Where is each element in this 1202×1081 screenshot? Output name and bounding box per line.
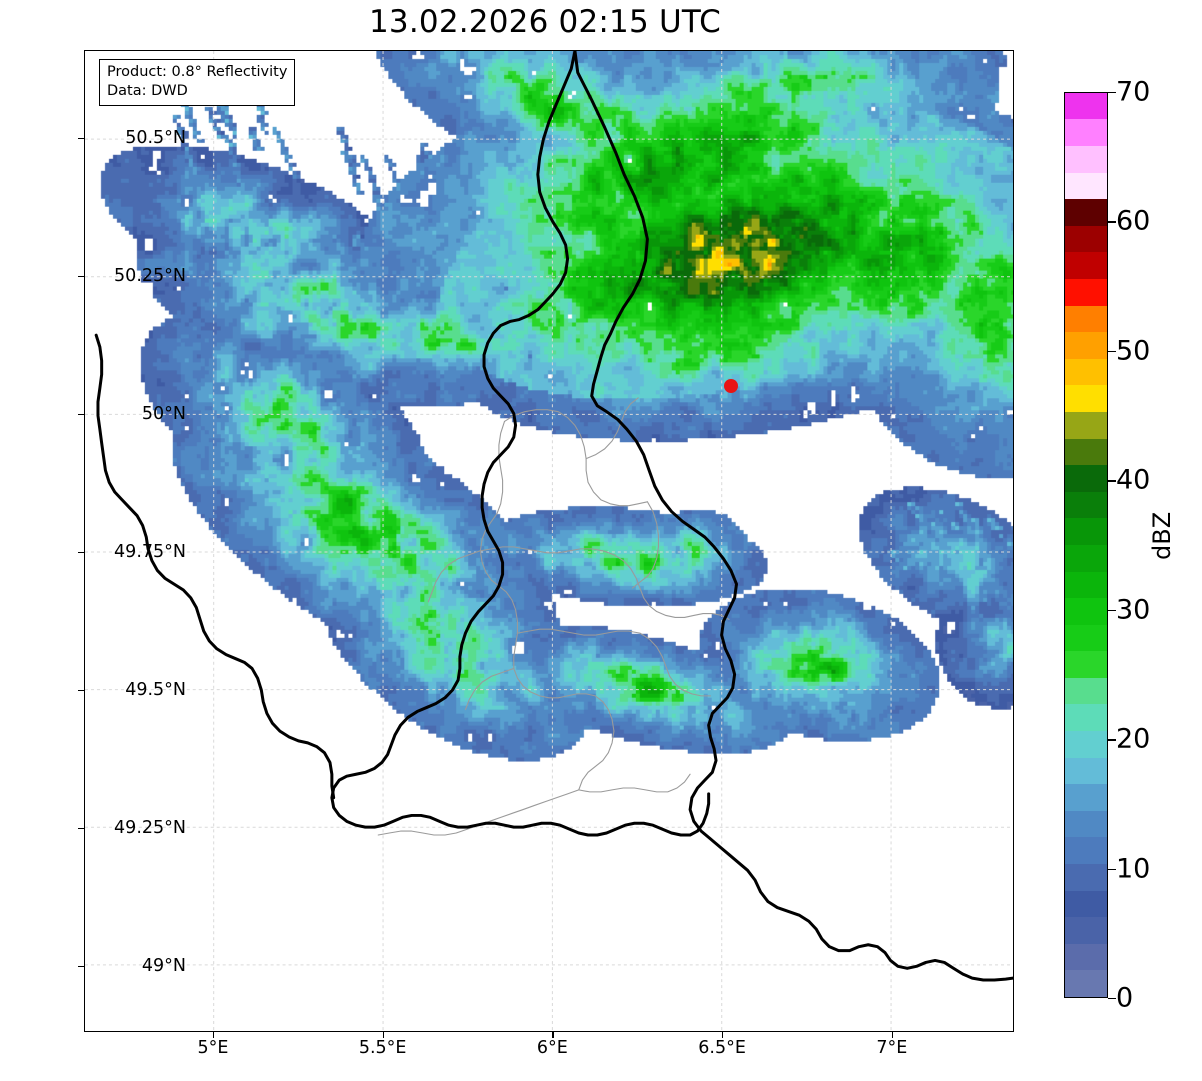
x-tick-mark-4 xyxy=(891,1032,893,1038)
y-tick-label-2: 49.5°N xyxy=(125,679,186,700)
colorbar-band-29 xyxy=(1065,199,1107,226)
product-annotation-box: Product: 0.8° Reflectivity Data: DWD xyxy=(99,59,296,107)
x-tick-mark-0 xyxy=(212,1032,215,1038)
colorbar-band-1 xyxy=(1065,943,1107,971)
y-tick-mark-4 xyxy=(78,414,84,416)
colorbar-tick-mark-60 xyxy=(1108,221,1116,223)
colorbar-band-10 xyxy=(1065,704,1107,732)
colorbar-band-26 xyxy=(1065,278,1107,306)
colorbar-band-0 xyxy=(1065,970,1107,997)
colorbar-gradient xyxy=(1064,92,1108,998)
colorbar-band-12 xyxy=(1065,651,1107,678)
colorbar-band-33 xyxy=(1065,92,1107,120)
colorbar-band-23 xyxy=(1065,358,1107,386)
colorbar-band-30 xyxy=(1065,172,1107,200)
colorbar-band-18 xyxy=(1065,491,1107,519)
internal-border-3 xyxy=(516,628,712,697)
colorbar-tick-mark-50 xyxy=(1108,350,1116,353)
colorbar-band-22 xyxy=(1065,385,1107,412)
x-tick-label-4: 7°E xyxy=(876,1038,908,1058)
internal-border-1 xyxy=(479,420,615,791)
geography-borders xyxy=(94,51,1013,982)
y-tick-label-3: 49.75°N xyxy=(114,542,186,563)
graticule-grid xyxy=(85,51,1013,1031)
colorbar-tick-10: 10 xyxy=(1116,853,1151,885)
radar-site-marker[interactable] xyxy=(724,378,739,393)
colorbar[interactable] xyxy=(1064,92,1108,998)
colorbar-tick-mark-70 xyxy=(1108,92,1116,94)
y-tick-mark-6 xyxy=(78,138,84,140)
internal-border-7 xyxy=(427,550,481,603)
y-tick-mark-3 xyxy=(78,552,84,554)
colorbar-band-27 xyxy=(1065,252,1107,279)
annotation-product-line: Product: 0.8° Reflectivity xyxy=(107,64,288,80)
x-tick-mark-3 xyxy=(722,1032,724,1038)
national-border-0 xyxy=(573,51,1013,982)
x-tick-label-0: 5°E xyxy=(197,1038,229,1058)
colorbar-tick-70: 70 xyxy=(1116,76,1151,108)
internal-border-9 xyxy=(377,789,580,836)
colorbar-band-3 xyxy=(1065,890,1107,918)
colorbar-tick-60: 60 xyxy=(1116,205,1151,237)
page-title: 13.02.2026 02:15 UTC xyxy=(369,4,721,40)
colorbar-band-24 xyxy=(1065,332,1107,359)
colorbar-band-31 xyxy=(1065,146,1107,173)
y-tick-label-0: 49°N xyxy=(141,955,186,976)
colorbar-tick-20: 20 xyxy=(1116,723,1151,755)
x-tick-label-3: 6.5°E xyxy=(698,1038,746,1058)
national-border-2 xyxy=(94,333,336,800)
internal-border-0 xyxy=(503,409,648,507)
internal-border-4 xyxy=(585,397,639,460)
x-tick-mark-2 xyxy=(552,1032,554,1038)
internal-border-6 xyxy=(578,773,691,793)
internal-border-5 xyxy=(631,501,660,589)
colorbar-band-25 xyxy=(1065,305,1107,333)
map-axes[interactable]: Product: 0.8° Reflectivity Data: DWD xyxy=(84,50,1014,1032)
y-tick-label-1: 49.25°N xyxy=(114,817,186,838)
x-tick-label-2: 6°E xyxy=(536,1038,568,1058)
colorbar-axis-label: dBZ xyxy=(1148,511,1176,560)
colorbar-band-13 xyxy=(1065,624,1107,652)
colorbar-band-5 xyxy=(1065,837,1107,865)
colorbar-tick-50: 50 xyxy=(1116,335,1151,367)
colorbar-band-14 xyxy=(1065,598,1107,625)
x-tick-mark-1 xyxy=(382,1032,384,1038)
colorbar-band-4 xyxy=(1065,864,1107,891)
colorbar-band-8 xyxy=(1065,757,1107,785)
colorbar-band-15 xyxy=(1065,571,1107,599)
y-tick-mark-0 xyxy=(78,965,84,967)
colorbar-tick-mark-10 xyxy=(1108,868,1116,870)
colorbar-band-28 xyxy=(1065,225,1107,253)
national-border-1 xyxy=(330,51,711,837)
internal-border-8 xyxy=(464,667,515,711)
colorbar-band-2 xyxy=(1065,917,1107,944)
colorbar-tick-mark-20 xyxy=(1108,739,1116,741)
colorbar-tick-mark-40 xyxy=(1108,480,1116,482)
y-tick-mark-2 xyxy=(78,689,84,692)
colorbar-tick-40: 40 xyxy=(1116,464,1151,496)
x-tick-label-1: 5.5°E xyxy=(358,1038,407,1058)
colorbar-tick-30: 30 xyxy=(1116,594,1151,626)
colorbar-band-32 xyxy=(1065,119,1107,146)
colorbar-band-21 xyxy=(1065,411,1107,439)
annotation-data-line: Data: DWD xyxy=(107,83,188,100)
colorbar-band-16 xyxy=(1065,544,1107,572)
y-tick-mark-1 xyxy=(78,827,84,830)
colorbar-band-19 xyxy=(1065,465,1107,492)
colorbar-tick-0: 0 xyxy=(1116,982,1134,1014)
y-tick-label-5: 50.25°N xyxy=(114,266,186,287)
colorbar-band-7 xyxy=(1065,784,1107,811)
colorbar-tick-mark-30 xyxy=(1108,609,1116,612)
colorbar-band-11 xyxy=(1065,677,1107,705)
colorbar-band-6 xyxy=(1065,810,1107,838)
y-tick-label-6: 50.5°N xyxy=(125,128,186,149)
colorbar-tick-mark-0 xyxy=(1108,998,1116,1000)
colorbar-band-9 xyxy=(1065,731,1107,758)
y-tick-label-4: 50°N xyxy=(141,404,186,425)
internal-border-2 xyxy=(479,546,730,620)
y-tick-mark-5 xyxy=(78,276,84,278)
colorbar-band-20 xyxy=(1065,438,1107,466)
colorbar-band-17 xyxy=(1065,518,1107,545)
